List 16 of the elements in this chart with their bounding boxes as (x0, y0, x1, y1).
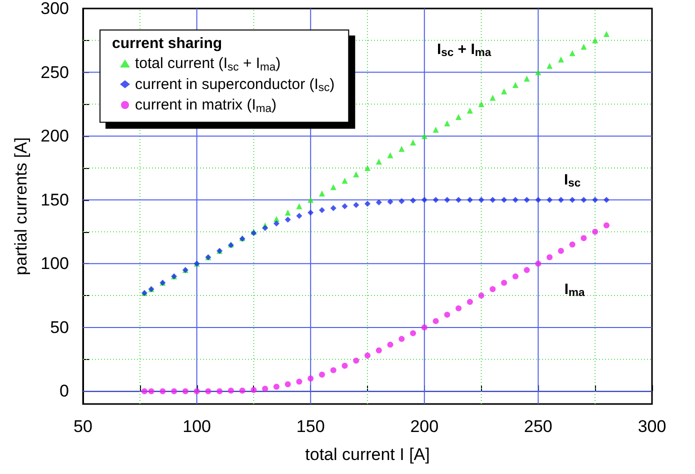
y-tick-label: 250 (40, 62, 69, 82)
y-tick-label: 50 (50, 318, 69, 337)
x-tick-label: 50 (74, 417, 92, 436)
y-tick-label: 100 (40, 254, 69, 274)
y-tick-label: 300 (40, 0, 69, 18)
x-tick-label: 150 (296, 417, 325, 436)
y-tick-label: 0 (60, 382, 69, 401)
legend-title: current sharing (112, 35, 222, 52)
x-axis-title: total current I [A] (305, 445, 430, 464)
y-tick-label: 200 (40, 126, 69, 146)
x-tick-label: 100 (182, 417, 211, 436)
y-tick-label: 150 (40, 190, 69, 210)
x-tick-label: 200 (410, 417, 439, 436)
y-axis-title: partial currents [A] (12, 137, 31, 276)
x-tick-label: 250 (524, 417, 552, 436)
x-tick-label: 300 (638, 417, 666, 436)
